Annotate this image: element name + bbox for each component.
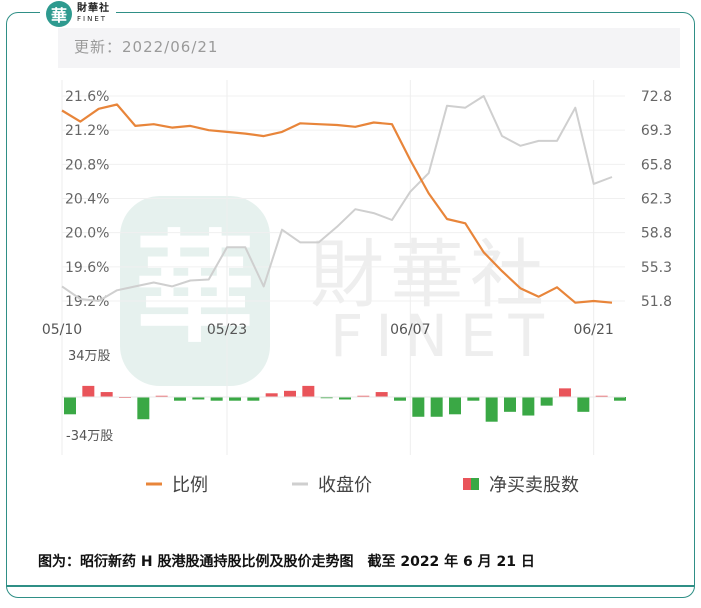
net-trade-bar <box>522 397 535 416</box>
update-bar: 更新：2022/06/21 <box>58 28 680 68</box>
net-trade-bar <box>540 397 553 406</box>
net-trade-bar <box>504 397 516 412</box>
x-tick-label: 06/21 <box>573 322 613 338</box>
y-left-tick-label: 20.4% <box>65 192 109 208</box>
net-trade-bar <box>412 397 425 417</box>
net-trade-bar <box>265 393 278 397</box>
net-trade-bar <box>100 392 113 397</box>
holding-ratio-line <box>61 103 613 304</box>
y-right-tick-label: 69.3 <box>641 123 672 139</box>
legend-label-net-trade: 净买卖股数 <box>489 475 579 496</box>
net-trade-bar <box>449 397 461 415</box>
net-trade-bar <box>137 397 150 420</box>
net-trade-bar <box>247 397 260 401</box>
logo-en: FINET <box>77 15 108 23</box>
net-trade-bar <box>64 397 76 415</box>
net-trade-bar <box>192 397 205 400</box>
x-tick-label: 05/10 <box>42 322 82 338</box>
net-trade-bar <box>614 397 626 401</box>
series-lines <box>61 95 613 304</box>
net-trade-bar <box>394 397 406 401</box>
figure-frame <box>6 12 695 598</box>
logo-text: 財華社 FINET <box>77 4 110 24</box>
net-trade-bar <box>155 395 168 397</box>
net-trade-bar <box>229 397 241 401</box>
bar-tick-label: -34万股 <box>66 429 113 444</box>
y-left-tick-label: 20.0% <box>65 226 109 242</box>
net-trade-bar <box>467 397 480 401</box>
net-trade-bar <box>375 392 388 397</box>
finet-logo: 華 財華社 FINET <box>40 0 116 28</box>
legend-swatch-sell <box>471 478 479 490</box>
x-tick-label: 06/07 <box>390 322 430 338</box>
y-right-tick-label: 65.8 <box>641 157 672 173</box>
bar-axis: 34万股 -34万股 <box>62 349 625 444</box>
left-axis: 21.6% 21.2% 20.8% 20.4% 20.0% 19.6% 19.2% <box>65 89 109 310</box>
right-axis: 72.8 69.3 65.8 62.3 58.8 55.3 51.8 <box>641 89 672 310</box>
net-trade-bar <box>302 385 315 397</box>
y-left-tick-label: 20.8% <box>65 157 109 173</box>
figure-caption: 图为：昭衍新药 H 股港股通持股比例及股价走势图 截至 2022 年 6 月 2… <box>38 554 535 570</box>
net-trade-bar <box>357 395 370 397</box>
watermark-en: FINET <box>330 302 556 370</box>
y-left-tick-label: 19.2% <box>65 294 109 310</box>
net-trade-bar <box>577 397 590 412</box>
net-trade-bar <box>559 388 571 397</box>
legend-label-ratio: 比例 <box>172 475 208 496</box>
update-label: 更新：2022/06/21 <box>74 38 219 56</box>
net-trade-bar <box>320 397 333 399</box>
bottom-rule <box>6 585 694 587</box>
net-trade-bar <box>595 395 608 397</box>
x-axis: 05/10 05/23 06/07 06/21 <box>42 322 614 338</box>
net-trade-bar <box>485 397 498 422</box>
y-left-tick-label: 21.2% <box>65 123 109 139</box>
net-trade-bar <box>339 397 351 400</box>
y-right-tick-label: 58.8 <box>641 226 672 242</box>
y-left-tick-label: 19.6% <box>65 260 109 276</box>
watermark-seal <box>120 196 270 386</box>
net-trade-bar <box>284 390 296 397</box>
legend-label-price: 收盘价 <box>318 475 372 496</box>
net-trade-bars <box>64 385 626 422</box>
chart-grid <box>61 80 625 455</box>
logo-cn: 財華社 <box>77 3 110 14</box>
y-right-tick-label: 62.3 <box>641 192 672 208</box>
y-left-tick-label: 21.6% <box>65 89 109 105</box>
y-right-tick-label: 72.8 <box>641 89 672 105</box>
net-trade-bar <box>210 397 223 401</box>
net-trade-bar <box>82 385 95 397</box>
close-price-line <box>61 95 613 302</box>
watermark-glyph: 華 <box>135 218 255 359</box>
x-tick-label: 05/23 <box>207 322 247 338</box>
y-right-tick-label: 55.3 <box>641 260 672 276</box>
net-trade-bar <box>430 397 443 417</box>
legend: 比例 收盘价 净买卖股数 <box>146 475 579 496</box>
bar-tick-label: 34万股 <box>68 349 111 364</box>
logo-badge: 華 <box>46 1 72 27</box>
legend-swatch-buy <box>463 478 471 490</box>
y-right-tick-label: 51.8 <box>641 294 672 310</box>
net-trade-bar <box>174 397 186 401</box>
